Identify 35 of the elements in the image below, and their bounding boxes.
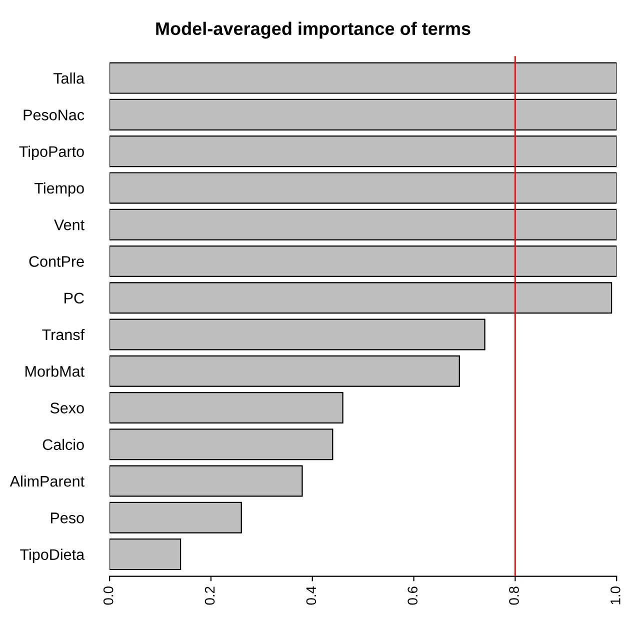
bar: [110, 502, 242, 534]
y-tick-label: AlimParent: [10, 475, 84, 487]
x-tick-label: 0.0: [103, 586, 114, 605]
y-tick-label: Tiempo: [34, 182, 84, 197]
y-tick-label: PC: [64, 292, 84, 304]
y-tick-label: Transf: [42, 328, 85, 340]
x-tick-label: 0.6: [408, 586, 418, 605]
bar: [110, 208, 617, 240]
y-tick-label: Calcio: [42, 438, 84, 450]
bar: [110, 318, 486, 350]
bar: [110, 282, 612, 314]
y-tick-label: TipoDieta: [20, 548, 85, 563]
bar: [110, 392, 344, 424]
y-tick-label: Sexo: [50, 402, 84, 414]
y-tick-label: Peso: [50, 512, 84, 524]
y-tick-label: MorbMat: [26, 366, 84, 377]
bar: [110, 355, 460, 387]
x-tick-label: 0.8: [509, 586, 519, 605]
bar: [110, 136, 617, 168]
bar: [110, 245, 617, 277]
chart-title: Model-averaged importance of terms: [156, 22, 470, 39]
x-tick-label: 1.0: [610, 586, 620, 604]
bar: [110, 428, 334, 460]
bar: [110, 538, 182, 570]
bar: [110, 98, 617, 130]
y-tick-label: Vent: [54, 220, 84, 230]
bar: [110, 172, 617, 204]
x-tick-label: 0.4: [306, 586, 316, 605]
y-tick-label: TipoParto: [19, 146, 84, 160]
y-tick-label: ContPre: [29, 256, 84, 267]
x-tick-label: 0.2: [204, 586, 215, 605]
y-tick-label: Talla: [53, 72, 85, 84]
bar: [110, 465, 303, 497]
bar: [110, 62, 617, 94]
y-tick-label: PesoNac: [24, 110, 84, 120]
